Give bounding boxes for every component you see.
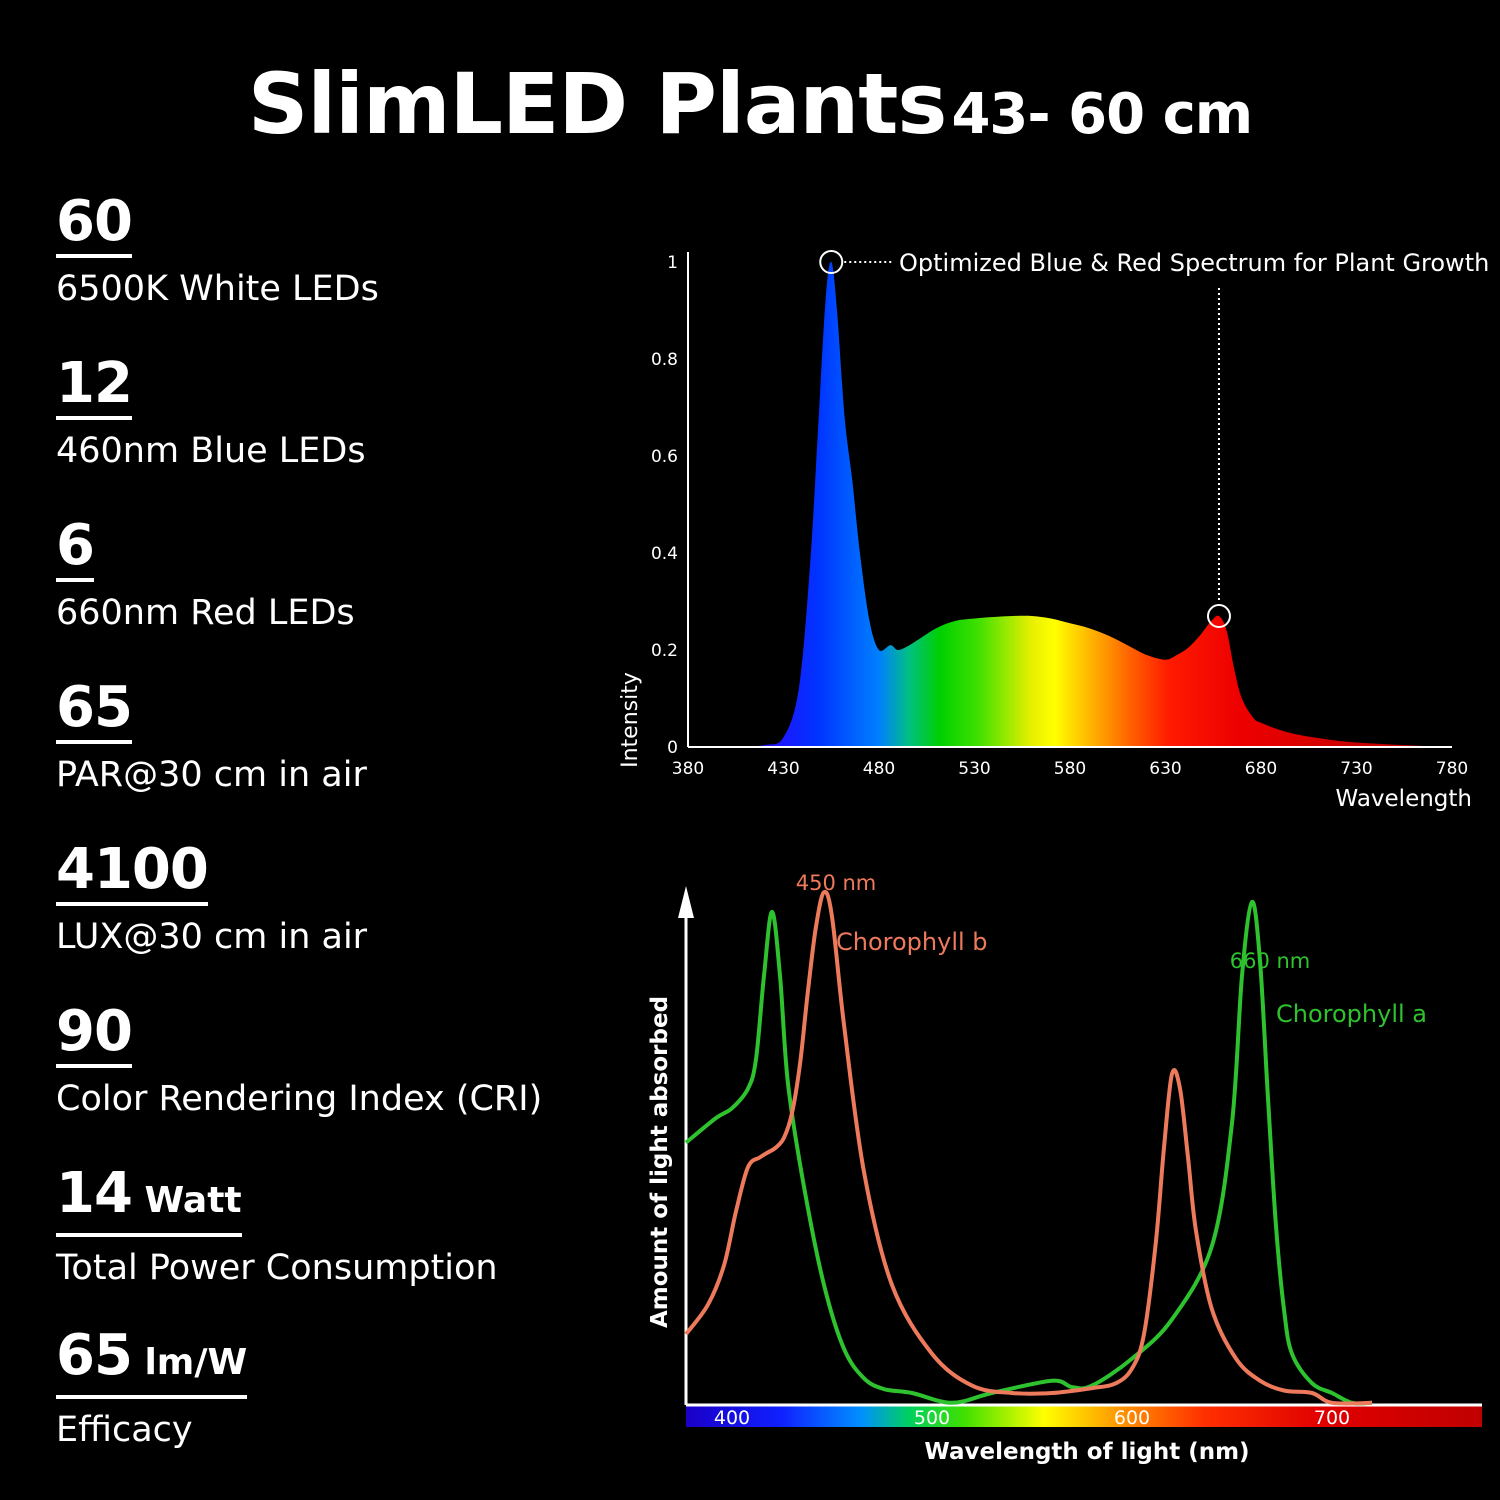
spec-number: 4100 [56,837,209,902]
spec-value: 14 Watt [56,1162,242,1237]
y-tick-label: 0.2 [651,641,678,661]
product-size: 43- 60 cm [951,82,1253,147]
spec-value: 60 [56,189,133,258]
spec-item: 65 lm/W Efficacy [56,1324,616,1486]
y-tick-label: 0.4 [651,544,678,564]
y-tick-label: 1 [667,253,678,273]
spec-value: 65 lm/W [56,1323,248,1399]
x-tick-label: 430 [767,759,799,779]
spec-label: Efficacy [56,1410,193,1450]
spec-item: 12 460nm Blue LEDs [56,352,616,514]
spec-list: 60 6500K White LEDs 12 460nm Blue LEDs 6 660n… [56,190,616,1486]
spec-number: 90 [56,999,133,1064]
y-axis-label: Intensity [618,672,643,768]
x-tick-label: 600 [1114,1407,1150,1429]
spec-label: 460nm Blue LEDs [56,431,366,471]
spec-item: 90 Color Rendering Index (CRI) [56,1000,616,1162]
spec-unit: lm/W [131,1342,248,1383]
x-tick-label: 530 [958,759,990,779]
spec-item: 4100 LUX@30 cm in air [56,838,616,1000]
x-axis-label: Wavelength of light (nm) [924,1439,1249,1465]
spec-label: LUX@30 cm in air [56,917,368,957]
spec-number: 65 [56,675,133,740]
spec-value: 65 [56,675,133,744]
spec-item: 6 660nm Red LEDs [56,514,616,676]
absorption-spectrum-chart: 400 500 600 700 Wavelength of light (nm) Amou… [647,871,1482,1465]
spec-label: Color Rendering Index (CRI) [56,1079,543,1119]
chlorophyll-a-label: Chorophyll a [1276,1000,1427,1028]
spec-label: 660nm Red LEDs [56,593,355,633]
spec-number: 60 [56,189,133,254]
spec-number: 12 [56,351,133,416]
spec-unit: Watt [131,1180,242,1221]
emission-spectrum-chart: 380 430 480 530 580 630 680 730 780 0 0.2 0.4 0.6 0.8… [618,249,1489,812]
product-name: SlimLED Plants [247,55,947,153]
x-tick-label: 630 [1149,759,1181,779]
spec-item: 60 6500K White LEDs [56,190,616,352]
spec-label: 6500K White LEDs [56,269,379,309]
spec-item: 65 PAR@30 cm in air [56,676,616,838]
spec-value: 4100 [56,837,209,906]
x-tick-label: 680 [1245,759,1277,779]
chlorophyll-a-line [684,899,1373,1406]
spec-number: 14 [56,1161,133,1226]
x-tick-label: 380 [672,759,704,779]
y-tick-label: 0 [667,738,678,758]
spectrum-area [688,261,1452,748]
spec-item: 14 Watt Total Power Consumption [56,1162,616,1324]
x-axis-label: Wavelength [1336,786,1472,812]
blue-peak-marker [819,250,844,274]
spec-label: PAR@30 cm in air [56,755,367,795]
chlorophyll-b-line [684,889,1373,1406]
spec-number: 65 [56,1323,133,1388]
x-tick-label: 580 [1054,759,1086,779]
x-tick-label: 400 [714,1407,750,1429]
spec-number: 6 [56,513,95,578]
spec-value: 90 [56,999,133,1068]
red-peak-marker [1206,604,1231,629]
y-tick-label: 0.8 [651,350,678,370]
y-axis-arrow [678,886,694,918]
chlorophyll-b-label: Chorophyll b [836,928,988,956]
spec-label: Total Power Consumption [56,1248,498,1288]
x-tick-label: 700 [1314,1407,1350,1429]
annotation-text: Optimized Blue & Red Spectrum for Plant … [899,249,1489,277]
y-axis-label: Amount of light absorbed [647,996,673,1328]
page-title: SlimLED Plants 43- 60 cm [0,55,1500,153]
spec-value: 12 [56,351,133,420]
chlorophyll-b-peak-label: 450 nm [796,871,877,895]
x-tick-label: 480 [863,759,895,779]
y-tick-label: 0.6 [651,447,678,467]
x-tick-label: 730 [1340,759,1372,779]
chlorophyll-a-peak-label: 660 nm [1230,949,1311,973]
x-tick-label: 780 [1436,759,1468,779]
spec-value: 6 [56,513,95,582]
wavelength-bar [686,1405,1482,1427]
x-tick-label: 500 [914,1407,950,1429]
